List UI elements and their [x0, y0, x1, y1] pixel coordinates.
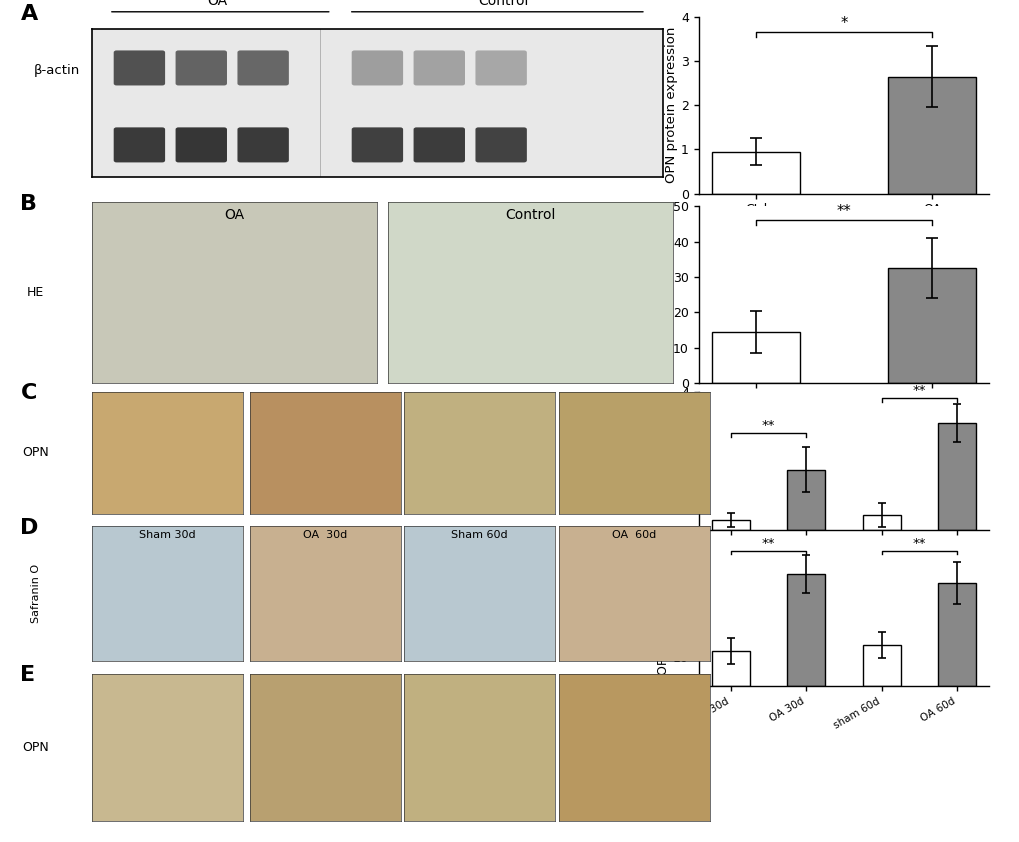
Text: **: **: [761, 419, 774, 432]
Y-axis label: OARSI score: OARSI score: [664, 423, 678, 499]
Text: OA  60d: OA 60d: [611, 530, 656, 541]
Text: Sham 30d: Sham 30d: [139, 530, 196, 541]
Text: OA: OA: [207, 0, 227, 8]
Y-axis label: OPN⁺ cells ratio (%): OPN⁺ cells ratio (%): [656, 551, 669, 674]
FancyBboxPatch shape: [413, 127, 465, 163]
Text: OPN: OPN: [22, 741, 49, 754]
Text: Control: Control: [504, 207, 555, 221]
FancyBboxPatch shape: [413, 51, 465, 85]
Y-axis label: OPN⁺ cells ratio (%): OPN⁺ cells ratio (%): [656, 229, 669, 360]
Text: OA  30d: OA 30d: [303, 530, 347, 541]
Bar: [888, 77, 975, 194]
Bar: [937, 583, 975, 686]
Text: **: **: [912, 536, 925, 550]
Text: HE: HE: [28, 286, 44, 299]
FancyBboxPatch shape: [475, 51, 527, 85]
Bar: [711, 152, 799, 194]
Text: **: **: [761, 536, 774, 550]
Text: A: A: [20, 4, 38, 24]
Text: *: *: [840, 16, 847, 31]
Y-axis label: OPN protein expression: OPN protein expression: [664, 27, 678, 184]
FancyBboxPatch shape: [475, 127, 527, 163]
FancyBboxPatch shape: [237, 51, 288, 85]
Bar: [787, 574, 824, 686]
Text: C: C: [20, 383, 37, 403]
Text: **: **: [912, 385, 925, 397]
Text: OA: OA: [224, 207, 245, 221]
Text: OPN: OPN: [22, 446, 49, 459]
FancyBboxPatch shape: [113, 127, 165, 163]
Text: β-actin: β-actin: [34, 64, 81, 77]
Bar: [711, 651, 749, 686]
Text: Control: Control: [478, 0, 528, 8]
FancyBboxPatch shape: [352, 127, 403, 163]
Text: **: **: [836, 204, 851, 219]
FancyBboxPatch shape: [175, 51, 227, 85]
Bar: [862, 514, 900, 530]
Bar: [888, 268, 975, 383]
Bar: [711, 520, 749, 530]
Text: B: B: [20, 194, 38, 214]
Bar: [711, 332, 799, 383]
Bar: [787, 470, 824, 530]
Text: D: D: [20, 518, 39, 538]
Bar: [862, 645, 900, 686]
FancyBboxPatch shape: [352, 51, 403, 85]
FancyBboxPatch shape: [175, 127, 227, 163]
Text: Sham 60d: Sham 60d: [450, 530, 507, 541]
Text: Safranin O: Safranin O: [31, 564, 41, 623]
FancyBboxPatch shape: [113, 51, 165, 85]
Bar: [937, 423, 975, 530]
FancyBboxPatch shape: [237, 127, 288, 163]
Text: E: E: [20, 665, 36, 685]
